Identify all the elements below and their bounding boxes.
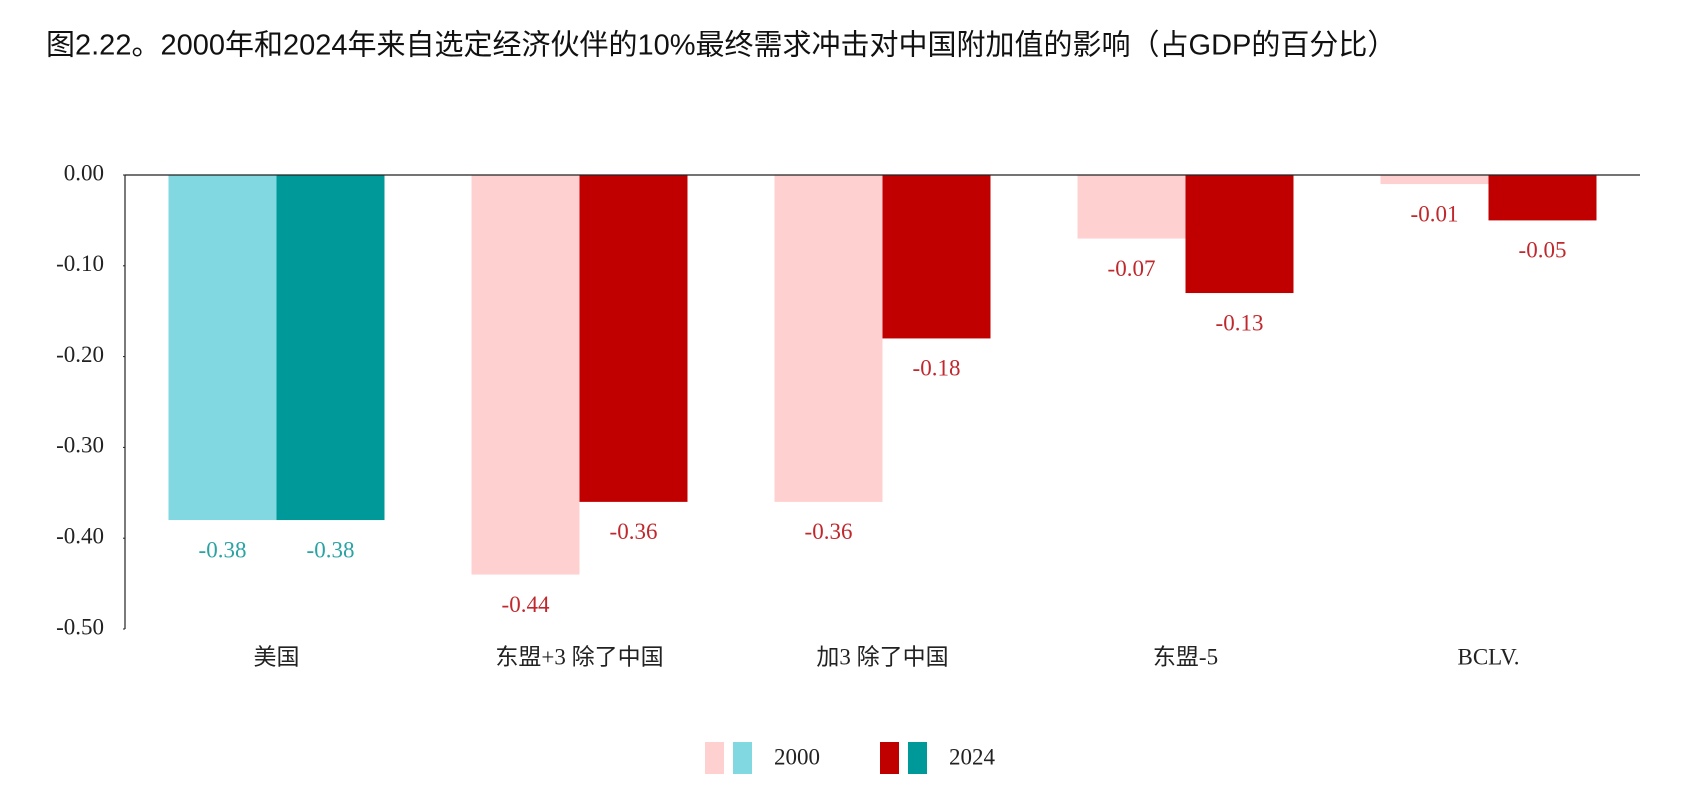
bar xyxy=(774,175,883,502)
bar xyxy=(1488,175,1597,221)
y-tick-label: -0.20 xyxy=(56,342,104,367)
x-tick-label: 东盟+3 除了中国 xyxy=(495,644,663,669)
value-label: -0.07 xyxy=(1108,256,1156,281)
y-tick-label: -0.50 xyxy=(56,614,104,639)
value-label: -0.01 xyxy=(1411,201,1459,226)
x-tick-label: BCLV. xyxy=(1457,644,1519,669)
x-tick-label: 东盟-5 xyxy=(1153,644,1218,669)
bar xyxy=(1380,175,1489,185)
value-label: -0.13 xyxy=(1216,310,1264,335)
legend-label: 2000 xyxy=(774,744,820,769)
y-tick-label: -0.40 xyxy=(56,523,104,548)
legend-swatch xyxy=(908,742,927,774)
value-label: -0.05 xyxy=(1519,238,1567,263)
y-tick-label: -0.10 xyxy=(56,251,104,276)
legend-swatch xyxy=(733,742,752,774)
chart-title: 图2.22。2000年和2024年来自选定经济伙伴的10%最终需求冲击对中国附加… xyxy=(46,29,1396,62)
bar xyxy=(471,175,580,575)
value-label: -0.36 xyxy=(805,519,853,544)
y-tick-label: 0.00 xyxy=(64,160,104,185)
value-label: -0.44 xyxy=(502,592,550,617)
bar xyxy=(1077,175,1186,239)
value-label: -0.36 xyxy=(610,519,658,544)
bar xyxy=(276,175,385,521)
bar xyxy=(1185,175,1294,294)
value-label: -0.38 xyxy=(307,537,355,562)
bar xyxy=(579,175,688,502)
legend-swatch xyxy=(705,742,724,774)
x-tick-label: 美国 xyxy=(254,644,300,669)
bar xyxy=(168,175,277,521)
y-tick-label: -0.30 xyxy=(56,433,104,458)
value-label: -0.18 xyxy=(913,356,961,381)
legend-swatch xyxy=(880,742,899,774)
legend-label: 2024 xyxy=(949,744,996,769)
value-label: -0.38 xyxy=(199,537,247,562)
bar xyxy=(882,175,991,339)
x-tick-label: 加3 除了中国 xyxy=(816,644,948,669)
